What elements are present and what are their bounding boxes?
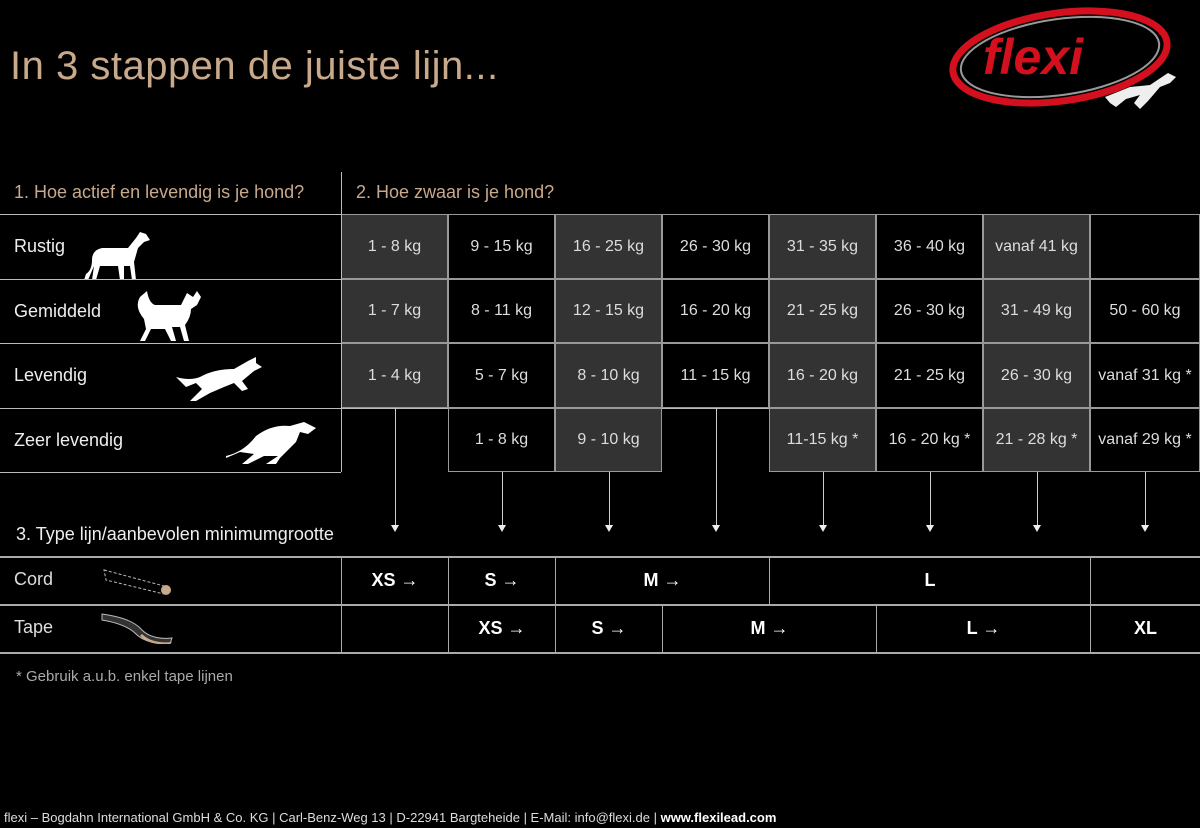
weight-cell[interactable]: 9 - 15 kg [448,214,555,279]
weight-cell[interactable]: 8 - 10 kg [555,343,662,408]
leash-size-cell[interactable]: S → [448,556,555,604]
footer-address: flexi – Bogdahn International GmbH & Co.… [4,810,661,825]
down-arrow-icon [711,408,720,532]
weight-cell[interactable]: 8 - 11 kg [448,279,555,343]
activity-label: Gemiddeld [14,301,102,321]
down-arrow-icon [390,408,399,532]
leash-size-cell[interactable]: M → [662,604,876,652]
leash-size-cell[interactable] [1090,556,1200,604]
weight-cell[interactable]: 5 - 7 kg [448,343,555,408]
down-arrow-icon [925,472,934,532]
walking-dog-icon [130,291,230,352]
activity-label: Zeer levendig [14,430,124,450]
website-link[interactable]: www.flexilead.com [660,810,777,825]
flexi-logo: flexi [949,7,1176,109]
leash-size-cell[interactable]: XS → [341,556,448,604]
weight-cell[interactable]: 31 - 35 kg [769,214,876,279]
row-divider [0,604,1200,652]
page-title: In 3 stappen de juiste lijn... [10,44,499,88]
svg-text:flexi: flexi [983,29,1084,85]
activity-label: Rustig [14,236,66,256]
running-dog-icon [176,355,276,416]
weight-cell[interactable]: 26 - 30 kg [876,279,983,343]
row-divider [0,556,1200,604]
leash-label: Tape [14,617,54,637]
weight-cell[interactable]: 9 - 10 kg [555,408,662,472]
step2-heading: 2. Hoe zwaar is je hond? [356,182,555,202]
leash-size-cell[interactable]: XS → [448,604,555,652]
standing-dog-icon [78,226,178,287]
down-arrow-icon [818,472,827,532]
weight-cell[interactable]: vanaf 41 kg [983,214,1090,279]
weight-cell[interactable]: 21 - 28 kg * [983,408,1090,472]
leash-label: Cord [14,569,54,589]
weight-cell[interactable]: 26 - 30 kg [662,214,769,279]
weight-cell[interactable]: 21 - 25 kg [876,343,983,408]
leash-size-cell[interactable]: S → [555,604,662,652]
leash-size-cell[interactable]: L → [876,604,1090,652]
step1-heading: 1. Hoe actief en levendig is je hond? [14,182,305,202]
row-divider [0,652,1200,654]
weight-cell[interactable]: 1 - 4 kg [341,343,448,408]
footer: flexi – Bogdahn International GmbH & Co.… [4,810,776,825]
weight-cell[interactable]: 50 - 60 kg [1090,279,1200,343]
weight-cell[interactable]: vanaf 29 kg * [1090,408,1200,472]
leash-size-cell[interactable]: XL [1090,604,1200,652]
divider [341,214,342,472]
weight-cell[interactable]: 26 - 30 kg [983,343,1090,408]
footnote: * Gebruik a.u.b. enkel tape lijnen [16,668,233,685]
weight-cell[interactable]: 16 - 20 kg [662,279,769,343]
sprinting-dog-icon [226,420,326,481]
weight-cell[interactable]: 11 - 15 kg [662,343,769,408]
weight-cell[interactable]: 16 - 20 kg [769,343,876,408]
divider [341,172,342,214]
weight-cell[interactable]: 31 - 49 kg [983,279,1090,343]
down-arrow-icon [1032,472,1041,532]
weight-cell[interactable]: vanaf 31 kg * [1090,343,1200,408]
row-divider [0,472,341,473]
step3-heading: 3. Type lijn/aanbevolen minimumgrootte [16,524,334,544]
weight-cell[interactable] [1090,214,1200,279]
down-arrow-icon [1141,472,1149,532]
weight-cell[interactable]: 16 - 25 kg [555,214,662,279]
leash-size-cell[interactable]: M → [555,556,769,604]
weight-cell[interactable]: 1 - 8 kg [448,408,555,472]
weight-cell[interactable]: 12 - 15 kg [555,279,662,343]
weight-cell[interactable]: 1 - 8 kg [341,214,448,279]
weight-cell[interactable]: 11-15 kg * [769,408,876,472]
tape-icon [100,612,180,649]
weight-cell[interactable]: 36 - 40 kg [876,214,983,279]
down-arrow-icon [497,472,506,532]
cord-icon [100,564,180,601]
leash-size-cell[interactable] [341,604,448,652]
leash-size-cell[interactable]: L [769,556,1090,604]
weight-cell[interactable]: 21 - 25 kg [769,279,876,343]
activity-label: Levendig [14,365,88,385]
weight-cell[interactable]: 16 - 20 kg * [876,408,983,472]
down-arrow-icon [604,472,613,532]
weight-cell[interactable]: 1 - 7 kg [341,279,448,343]
